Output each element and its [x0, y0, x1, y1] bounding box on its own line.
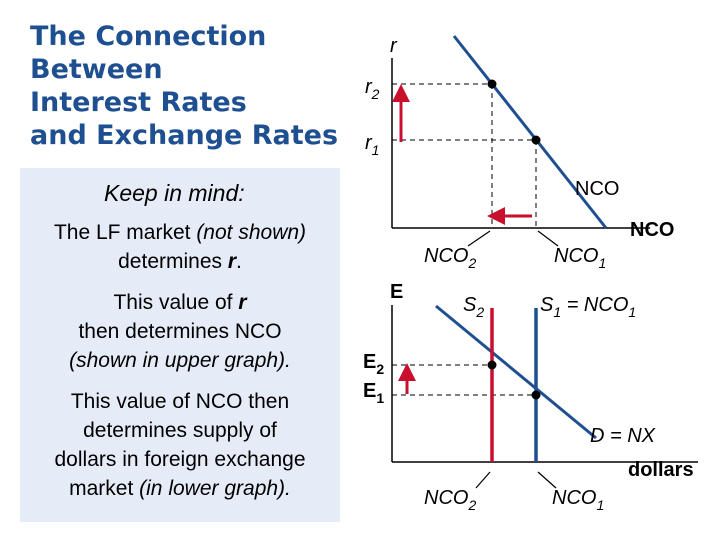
- title-line: Interest Rates: [30, 87, 247, 118]
- note-text: The LF market: [53, 221, 191, 244]
- upper-y-axis-label: r: [390, 35, 398, 57]
- note-text: (in lower graph).: [133, 477, 291, 500]
- e2-subscript: 2: [376, 361, 384, 377]
- note-r: r: [238, 291, 247, 314]
- note-text: This value of: [113, 291, 239, 314]
- lower-nco1-label-pointer: [537, 471, 557, 489]
- lower-y-axis-label: E: [390, 281, 403, 303]
- s2-subscript: 2: [475, 304, 484, 320]
- r2-subscript: 2: [371, 86, 380, 102]
- nco2-label: NCO2: [424, 245, 476, 271]
- point-r1-nco1: [531, 135, 541, 145]
- e2-label: E2: [363, 351, 384, 377]
- title-line: The Connection: [30, 21, 267, 52]
- point-e2: [487, 360, 497, 370]
- note-text: determines supply of: [83, 419, 277, 442]
- lower-nco2-label-pointer: [475, 471, 491, 489]
- s1-subscript: 1: [553, 304, 561, 320]
- lower-nco1-text: NCO: [552, 487, 596, 509]
- note-text: (shown in upper graph).: [69, 349, 291, 372]
- r1-label: r1: [365, 132, 379, 158]
- nco2-label-pointer: [467, 230, 491, 247]
- note-text: then determines NCO: [78, 320, 282, 343]
- nco2-subscript: 2: [467, 255, 476, 271]
- note-r: r: [227, 250, 237, 273]
- point-r2-nco2: [487, 79, 497, 89]
- lower-nco2-subscript: 2: [467, 497, 476, 513]
- keep-in-mind-heading: Keep in mind:: [104, 180, 245, 206]
- r2-label: r2: [365, 76, 380, 102]
- title-line: Between: [30, 54, 163, 85]
- e1-subscript: 1: [376, 390, 384, 406]
- point-e1: [531, 390, 541, 400]
- s1-text: S: [540, 294, 554, 316]
- note-text: (not shown): [190, 221, 307, 244]
- s1-equals-subscript: 1: [628, 304, 636, 320]
- upper-x-axis-label: NCO: [630, 219, 674, 241]
- lower-nco2-label: NCO2: [424, 487, 476, 513]
- lower-x-axis-label: dollars: [628, 459, 694, 481]
- nco-curve-label: NCO: [575, 178, 619, 200]
- keep-in-mind-box: Keep in mind: The LF market (not shown) …: [20, 168, 340, 522]
- r1-text: r: [365, 132, 373, 154]
- nco1-label-pointer: [537, 230, 559, 247]
- demand-curve-label: D = NX: [590, 425, 656, 447]
- note-paragraph-nco: This value of r then determines NCO (sho…: [20, 288, 340, 375]
- nco1-label: NCO1: [554, 245, 606, 271]
- s1-equals-text: = NCO: [561, 294, 628, 316]
- lower-nco1-label: NCO1: [552, 487, 604, 513]
- note-text: dollars in foreign exchange: [54, 448, 306, 471]
- e1-text: E: [363, 380, 376, 402]
- note-paragraph-lf-market: The LF market (not shown) determines r.: [20, 218, 340, 276]
- nco1-subscript: 1: [598, 255, 606, 271]
- nco1-text: NCO: [554, 245, 598, 267]
- e1-label: E1: [363, 380, 384, 406]
- note-text: .: [236, 250, 242, 273]
- note-text: This value of NCO then: [70, 390, 290, 413]
- lower-nco2-text: NCO: [424, 487, 468, 509]
- e2-text: E: [363, 351, 376, 373]
- s2-text: S: [463, 294, 477, 316]
- nco-curve: [452, 35, 608, 229]
- note-text: market: [69, 477, 134, 500]
- note-text: determines: [118, 250, 228, 273]
- lower-nco1-subscript: 1: [596, 497, 604, 513]
- lower-graph: E E2 E1 S2 S1 = NCO1 D = NX dollars NCO2…: [363, 281, 698, 513]
- demand-curve: [435, 304, 597, 440]
- upper-graph: r r2 r1 NCO NCO NCO2 NCO1: [365, 35, 674, 271]
- nco2-text: NCO: [424, 245, 468, 267]
- r1-subscript: 1: [372, 142, 380, 158]
- title-line: and Exchange Rates: [30, 120, 339, 151]
- s1-label: S1 = NCO1: [540, 294, 636, 320]
- s2-label: S2: [463, 294, 484, 320]
- slide-title: The Connection Between Interest Rates an…: [30, 20, 340, 152]
- r2-text: r: [365, 76, 373, 98]
- note-paragraph-supply: This value of NCO then determines supply…: [20, 387, 340, 503]
